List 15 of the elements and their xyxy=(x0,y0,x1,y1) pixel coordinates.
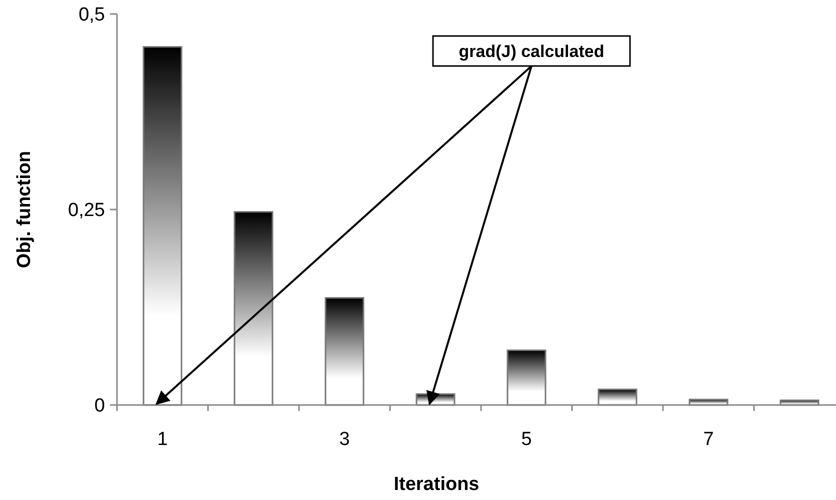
x-tick-label: 5 xyxy=(521,429,532,450)
bar xyxy=(598,388,638,406)
bar xyxy=(506,350,546,406)
bar xyxy=(324,297,364,406)
x-tick-label: 7 xyxy=(703,429,714,450)
annotation: grad(J) calculated xyxy=(458,42,604,61)
x-tick-label: 3 xyxy=(339,429,350,450)
y-tick-label: 0,5 xyxy=(78,4,105,26)
bar xyxy=(234,211,274,406)
bar xyxy=(142,46,182,406)
x-tick-label: 1 xyxy=(157,429,168,450)
y-tick-label: 0,25 xyxy=(68,200,105,222)
y-tick-label: 0 xyxy=(94,396,105,417)
x-axis-title: Iterations xyxy=(394,474,480,495)
y-axis-title: Obj. function xyxy=(14,150,35,268)
